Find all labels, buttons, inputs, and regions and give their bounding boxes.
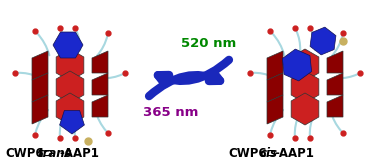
Polygon shape bbox=[291, 71, 319, 103]
Polygon shape bbox=[267, 73, 283, 102]
FancyArrowPatch shape bbox=[163, 62, 227, 81]
FancyArrowPatch shape bbox=[169, 62, 227, 87]
Text: -AAP1: -AAP1 bbox=[274, 147, 314, 160]
Polygon shape bbox=[56, 71, 84, 103]
Text: -AAP1: -AAP1 bbox=[59, 147, 99, 160]
Polygon shape bbox=[282, 49, 311, 81]
Polygon shape bbox=[291, 49, 319, 81]
Text: trans: trans bbox=[37, 147, 71, 160]
FancyArrowPatch shape bbox=[175, 62, 227, 92]
Polygon shape bbox=[32, 73, 48, 102]
Text: 365 nm: 365 nm bbox=[143, 106, 199, 119]
Text: CWP6⊃: CWP6⊃ bbox=[228, 147, 276, 160]
Polygon shape bbox=[267, 95, 283, 124]
Polygon shape bbox=[327, 51, 343, 73]
FancyArrowPatch shape bbox=[158, 60, 229, 84]
Polygon shape bbox=[92, 95, 108, 117]
Text: cis: cis bbox=[260, 147, 278, 160]
Polygon shape bbox=[53, 32, 83, 58]
Polygon shape bbox=[60, 111, 84, 134]
Polygon shape bbox=[56, 49, 84, 81]
FancyArrowPatch shape bbox=[151, 64, 203, 94]
Polygon shape bbox=[310, 27, 336, 55]
FancyArrowPatch shape bbox=[151, 75, 215, 94]
Polygon shape bbox=[32, 51, 48, 80]
FancyArrowPatch shape bbox=[151, 69, 209, 94]
Text: 520 nm: 520 nm bbox=[181, 37, 237, 50]
Polygon shape bbox=[327, 73, 343, 95]
Polygon shape bbox=[267, 51, 283, 80]
Polygon shape bbox=[92, 73, 108, 95]
Polygon shape bbox=[291, 93, 319, 125]
FancyArrowPatch shape bbox=[149, 72, 220, 96]
Text: CWP6⊃: CWP6⊃ bbox=[5, 147, 54, 160]
Polygon shape bbox=[92, 51, 108, 73]
Polygon shape bbox=[32, 95, 48, 124]
Polygon shape bbox=[327, 95, 343, 117]
Polygon shape bbox=[56, 93, 84, 125]
